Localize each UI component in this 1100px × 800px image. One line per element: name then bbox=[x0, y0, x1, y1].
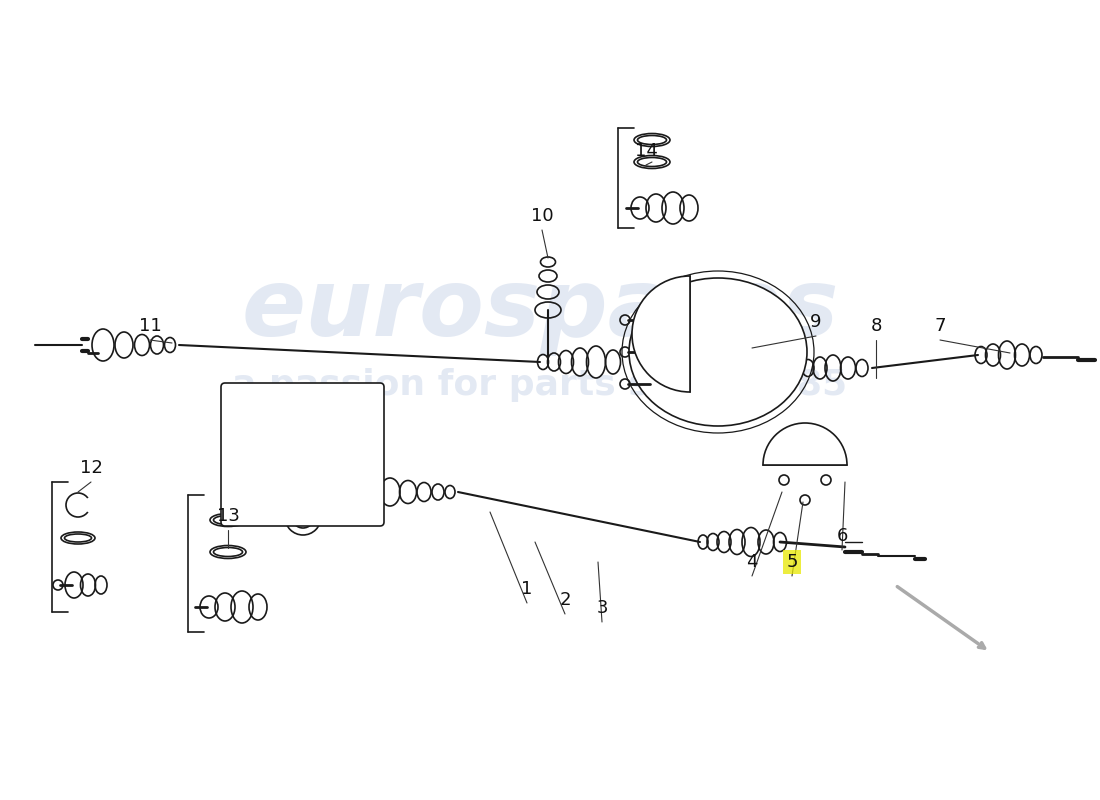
Text: 13: 13 bbox=[217, 507, 240, 525]
Text: 2: 2 bbox=[559, 591, 571, 609]
Text: 7: 7 bbox=[934, 317, 946, 335]
Text: 3: 3 bbox=[596, 599, 607, 617]
Text: eurospares: eurospares bbox=[241, 264, 838, 356]
Text: 1: 1 bbox=[521, 580, 532, 598]
Wedge shape bbox=[632, 276, 690, 392]
Text: 4: 4 bbox=[746, 553, 758, 571]
FancyBboxPatch shape bbox=[221, 383, 384, 526]
Text: 6: 6 bbox=[836, 527, 848, 545]
Text: 9: 9 bbox=[811, 313, 822, 331]
Wedge shape bbox=[763, 423, 847, 465]
Text: 8: 8 bbox=[870, 317, 882, 335]
Text: 10: 10 bbox=[530, 207, 553, 225]
Text: 11: 11 bbox=[139, 317, 162, 335]
Circle shape bbox=[294, 444, 312, 462]
Text: 12: 12 bbox=[79, 459, 102, 477]
Text: 14: 14 bbox=[635, 142, 658, 160]
Circle shape bbox=[710, 344, 726, 360]
Text: a passion for parts since 1985: a passion for parts since 1985 bbox=[232, 368, 848, 402]
Text: 5: 5 bbox=[786, 553, 798, 571]
Ellipse shape bbox=[629, 278, 807, 426]
Wedge shape bbox=[78, 499, 91, 510]
